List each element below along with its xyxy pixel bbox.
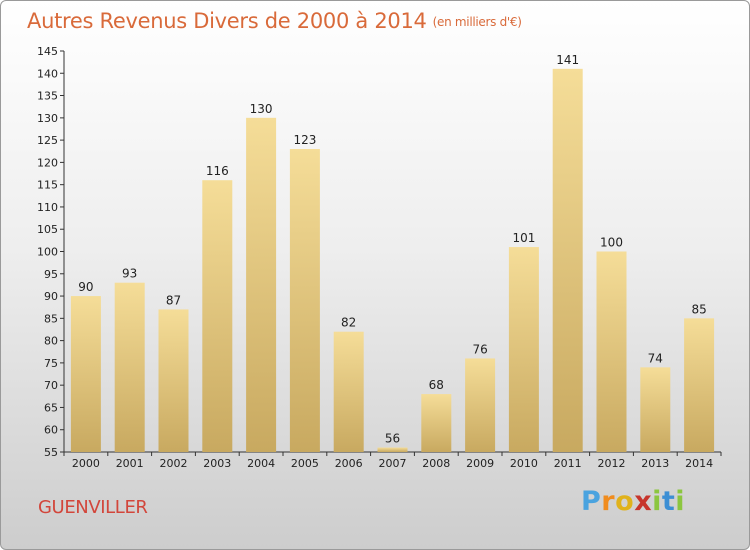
- y-tick-label: 90: [44, 290, 58, 303]
- y-tick-label: 110: [37, 201, 58, 214]
- chart-title: Autres Revenus Divers de 2000 à 2014 (en …: [27, 9, 522, 33]
- bar: [552, 68, 583, 453]
- bar-value-label: 123: [293, 133, 316, 147]
- x-tick-label: 2005: [291, 457, 319, 470]
- x-tick-label: 2009: [466, 457, 494, 470]
- y-tick-label: 105: [37, 223, 58, 236]
- bar: [640, 367, 671, 452]
- bar-value-label: 101: [512, 231, 535, 245]
- x-tick-label: 2011: [554, 457, 582, 470]
- bar: [158, 309, 189, 452]
- title-text: Autres Revenus Divers de 2000 à 2014: [27, 9, 427, 33]
- y-tick-label: 130: [37, 112, 58, 125]
- x-tick-label: 2006: [335, 457, 363, 470]
- logo-letter: x: [634, 486, 653, 517]
- bar: [465, 358, 496, 452]
- bar: [596, 251, 627, 452]
- bar-value-label: 87: [166, 293, 181, 307]
- y-tick-label: 145: [37, 45, 58, 58]
- y-tick-label: 70: [44, 379, 58, 392]
- x-tick-label: 2000: [72, 457, 100, 470]
- y-tick-label: 140: [37, 67, 58, 80]
- y-tick-label: 55: [44, 446, 58, 459]
- bar: [684, 318, 715, 452]
- y-tick-label: 65: [44, 401, 58, 414]
- logo-letter: o: [615, 486, 635, 517]
- logo-letter: t: [661, 486, 676, 517]
- y-tick-label: 120: [37, 156, 58, 169]
- x-tick-label: 2013: [641, 457, 669, 470]
- y-tick-label: 115: [37, 179, 58, 192]
- bar: [508, 247, 539, 452]
- bar-value-label: 85: [691, 302, 706, 316]
- y-tick-label: 100: [37, 246, 58, 259]
- y-tick-label: 125: [37, 134, 58, 147]
- bar-value-label: 74: [648, 351, 663, 365]
- logo-letter: i: [652, 486, 662, 517]
- bar-value-label: 93: [122, 267, 137, 281]
- proxiti-logo: Proxiti: [581, 486, 685, 517]
- logo-letter: r: [601, 486, 616, 517]
- bar-value-label: 82: [341, 316, 356, 330]
- bar-value-label: 130: [250, 102, 273, 116]
- y-tick-label: 135: [37, 90, 58, 103]
- x-tick-label: 2012: [598, 457, 626, 470]
- bar: [114, 282, 145, 452]
- bar: [202, 180, 233, 452]
- bar: [377, 447, 408, 452]
- x-tick-label: 2010: [510, 457, 538, 470]
- title-unit: (en milliers d'€): [432, 15, 522, 29]
- commune-name: GUENVILLER: [38, 497, 148, 518]
- bar: [421, 394, 452, 452]
- bar: [246, 117, 277, 452]
- y-tick-label: 60: [44, 424, 58, 437]
- logo-letter: i: [675, 486, 686, 517]
- bar: [289, 149, 320, 452]
- x-tick-label: 2001: [116, 457, 144, 470]
- bar-value-label: 68: [429, 378, 444, 392]
- y-tick-label: 75: [44, 357, 58, 370]
- bar-value-label: 90: [78, 280, 93, 294]
- data-labels: 90 93 87 116 130 123 82 56 68 76 101 141 100 74 85: [78, 53, 706, 446]
- axes: 55 60 65 70 75 80 85 90 95 100 105 110 115 120 125 130 1…: [37, 45, 722, 470]
- x-tick-label: 2002: [160, 457, 188, 470]
- bar: [333, 331, 364, 452]
- bar-value-label: 141: [556, 53, 579, 67]
- bar-value-label: 56: [385, 432, 400, 446]
- x-tick-label: 2007: [379, 457, 407, 470]
- x-tick-label: 2003: [203, 457, 231, 470]
- bar-value-label: 100: [600, 236, 623, 250]
- bar-value-label: 116: [206, 164, 229, 178]
- bar-value-label: 76: [472, 342, 487, 356]
- y-tick-label: 95: [44, 268, 58, 281]
- x-tick-label: 2008: [422, 457, 450, 470]
- x-tick-label: 2014: [685, 457, 713, 470]
- logo-letter: P: [581, 486, 602, 517]
- x-tick-label: 2004: [247, 457, 275, 470]
- y-tick-label: 80: [44, 335, 58, 348]
- y-tick-label: 85: [44, 312, 58, 325]
- bar: [70, 296, 101, 452]
- bars: [70, 68, 715, 453]
